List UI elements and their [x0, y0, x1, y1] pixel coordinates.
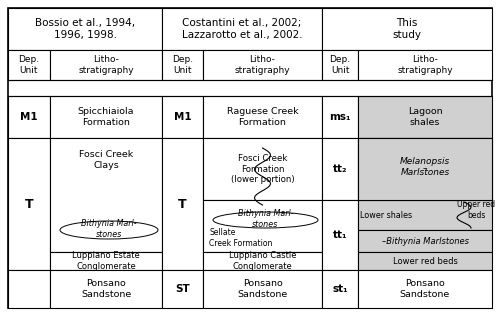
Bar: [358, 252, 492, 270]
Bar: [203, 50, 322, 80]
Bar: [50, 270, 162, 308]
Bar: [322, 8, 492, 50]
Text: Litho-
stratigraphy: Litho- stratigraphy: [234, 55, 290, 75]
Bar: [50, 138, 162, 252]
Bar: [358, 138, 492, 200]
Bar: [203, 200, 322, 252]
Text: Ponsano
Sandstone: Ponsano Sandstone: [400, 279, 450, 299]
Text: Luppiano Estate
Conglomerate: Luppiano Estate Conglomerate: [72, 251, 140, 271]
Bar: [8, 270, 50, 308]
Bar: [203, 270, 322, 308]
Text: Lagoon
shales: Lagoon shales: [408, 107, 442, 127]
Text: –Melanopsis
Marlstones: –Melanopsis Marlstones: [398, 159, 452, 179]
Text: Bithynia Marl-
stones: Bithynia Marl- stones: [238, 209, 294, 229]
Text: Dep.
Unit: Dep. Unit: [18, 55, 40, 75]
Text: tt₂: tt₂: [333, 164, 347, 174]
Bar: [162, 138, 203, 270]
Text: Lower shales: Lower shales: [360, 211, 412, 221]
Text: Sellate
Creek Formation: Sellate Creek Formation: [209, 228, 272, 248]
Bar: [50, 96, 162, 138]
Text: Fosci Creek
Formation
(lower portion): Fosci Creek Formation (lower portion): [230, 154, 294, 184]
Bar: [358, 138, 492, 200]
Bar: [322, 200, 358, 270]
Text: Raguese Creek
Formation: Raguese Creek Formation: [226, 107, 298, 127]
Bar: [322, 270, 358, 308]
Text: M1: M1: [174, 112, 192, 122]
Text: Fosci Creek
Clays: Fosci Creek Clays: [79, 150, 133, 170]
Text: st₁: st₁: [332, 284, 348, 294]
Bar: [358, 96, 492, 138]
Text: Spicchiaiola
Formation: Spicchiaiola Formation: [78, 107, 134, 127]
Bar: [162, 50, 203, 80]
Text: M1: M1: [20, 112, 38, 122]
Bar: [8, 96, 50, 138]
Bar: [50, 252, 162, 270]
Bar: [203, 138, 322, 200]
Bar: [203, 252, 322, 270]
Bar: [322, 50, 358, 80]
Text: Dep.
Unit: Dep. Unit: [172, 55, 193, 75]
Ellipse shape: [213, 212, 318, 228]
Text: Bithynia Marl-
stones: Bithynia Marl- stones: [81, 219, 137, 239]
Bar: [203, 96, 322, 138]
Text: Litho-
stratigraphy: Litho- stratigraphy: [397, 55, 453, 75]
Text: Ponsano
Sandstone: Ponsano Sandstone: [238, 279, 288, 299]
Bar: [162, 8, 322, 50]
Text: –Bithynia Marlstones: –Bithynia Marlstones: [382, 236, 468, 246]
Bar: [322, 96, 358, 138]
Text: Lower red beds: Lower red beds: [392, 257, 458, 265]
Text: Luppiano Castle
Conglomerate: Luppiano Castle Conglomerate: [229, 251, 296, 271]
Text: T: T: [178, 198, 187, 210]
Bar: [50, 50, 162, 80]
Text: Ponsano
Sandstone: Ponsano Sandstone: [81, 279, 131, 299]
Bar: [322, 138, 358, 200]
Bar: [162, 96, 203, 138]
Text: Litho-
stratigraphy: Litho- stratigraphy: [78, 55, 134, 75]
Ellipse shape: [60, 221, 158, 239]
Text: tt₁: tt₁: [333, 230, 347, 240]
Bar: [358, 50, 492, 80]
Bar: [358, 270, 492, 308]
Text: Dep.
Unit: Dep. Unit: [330, 55, 350, 75]
Bar: [358, 200, 492, 230]
Bar: [358, 230, 492, 252]
Bar: [8, 8, 162, 50]
Text: Melanopsis
Marlstones: Melanopsis Marlstones: [400, 157, 450, 177]
Text: Costantini et al., 2002;
Lazzarotto et al., 2002.: Costantini et al., 2002; Lazzarotto et a…: [182, 18, 302, 40]
Text: Upper red
beds: Upper red beds: [457, 200, 495, 220]
Bar: [162, 270, 203, 308]
Text: Bossio et al., 1994,
1996, 1998.: Bossio et al., 1994, 1996, 1998.: [35, 18, 135, 40]
Bar: [8, 50, 50, 80]
Bar: [8, 138, 50, 270]
Text: This
study: This study: [392, 18, 422, 40]
Text: ms₁: ms₁: [329, 112, 351, 122]
Text: ST: ST: [175, 284, 190, 294]
Text: –: –: [423, 165, 427, 173]
Text: T: T: [24, 198, 34, 210]
